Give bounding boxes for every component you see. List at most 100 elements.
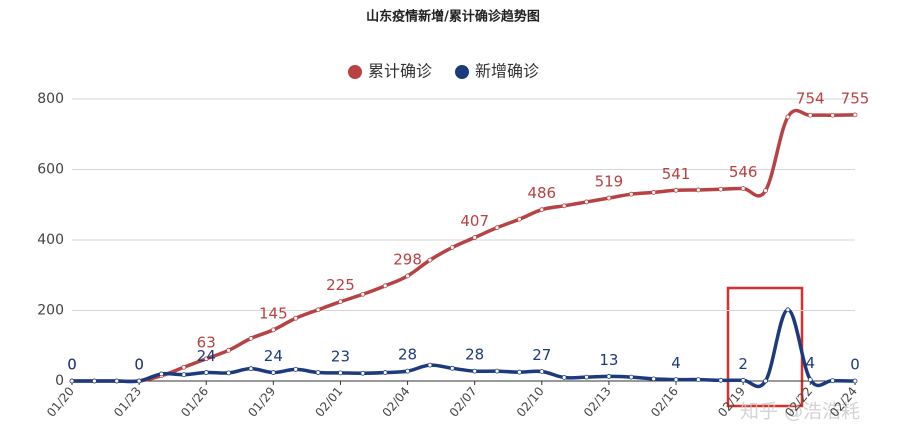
point — [427, 257, 433, 263]
value-label: 0 — [134, 356, 144, 374]
x-tick-label: 02/04 — [380, 384, 413, 419]
x-tick-label: 01/20 — [44, 384, 77, 419]
point — [338, 370, 343, 376]
point — [606, 374, 612, 379]
value-label: 23 — [331, 347, 350, 365]
series-line — [72, 308, 856, 389]
point — [159, 371, 164, 377]
value-label: 754 — [796, 90, 825, 108]
series-line — [72, 108, 856, 384]
point — [91, 378, 97, 384]
legend: 累计确诊 新增确诊 — [348, 62, 539, 81]
y-tick-label: 400 — [37, 232, 64, 248]
point — [740, 377, 746, 383]
point — [651, 190, 657, 195]
point — [181, 364, 187, 370]
point — [651, 376, 657, 382]
x-tick-label: 01/26 — [178, 384, 211, 419]
point — [203, 356, 209, 362]
point — [449, 245, 455, 250]
point — [382, 283, 388, 289]
point — [852, 112, 858, 118]
point — [606, 195, 612, 201]
point — [315, 370, 321, 375]
watermark: 知乎 @浩浩耗 — [740, 401, 860, 423]
point — [114, 378, 120, 384]
point — [360, 291, 366, 297]
point — [69, 378, 75, 384]
point — [517, 216, 522, 222]
point — [852, 378, 858, 384]
point — [360, 370, 366, 376]
y-tick-label: 0 — [55, 373, 64, 389]
value-label: 4 — [805, 354, 815, 372]
point — [539, 207, 545, 213]
point — [718, 186, 724, 192]
x-tick-label: 02/10 — [514, 384, 547, 419]
value-label: 145 — [259, 304, 288, 322]
point — [427, 362, 433, 368]
point — [628, 191, 634, 197]
value-label: 0 — [134, 356, 144, 374]
value-label: 28 — [398, 346, 417, 364]
point — [248, 335, 254, 341]
point — [673, 377, 679, 382]
point — [539, 369, 545, 374]
value-label: 24 — [264, 347, 283, 365]
value-label: 63 — [197, 333, 216, 351]
point — [830, 112, 836, 118]
point — [449, 365, 455, 371]
y-tick-label: 600 — [37, 162, 64, 178]
point — [293, 366, 299, 372]
value-label: 486 — [527, 184, 556, 202]
x-tick-label: 02/07 — [447, 384, 480, 419]
point — [181, 372, 187, 378]
value-label: 225 — [326, 276, 355, 294]
point — [494, 225, 500, 231]
point — [785, 307, 791, 313]
point — [673, 187, 679, 193]
point — [382, 370, 388, 375]
x-tick-label: 02/13 — [581, 384, 614, 419]
value-label: 407 — [460, 212, 489, 230]
point — [405, 273, 410, 279]
value-label: 755 — [841, 89, 870, 107]
point — [226, 347, 232, 353]
y-tick-label: 200 — [37, 303, 64, 319]
point — [807, 377, 813, 382]
x-tick-label: 02/01 — [312, 384, 345, 419]
point — [807, 112, 813, 118]
value-label: 24 — [197, 347, 216, 365]
point — [561, 375, 567, 380]
legend-marker — [348, 65, 362, 79]
point — [561, 203, 567, 209]
point — [203, 370, 209, 375]
value-label: 28 — [465, 346, 484, 364]
point — [405, 368, 410, 374]
point — [472, 235, 478, 240]
x-tick-label: 01/23 — [111, 384, 144, 419]
value-label: 2 — [738, 355, 748, 373]
point — [136, 378, 142, 384]
point — [226, 370, 232, 376]
point — [740, 186, 746, 191]
point — [584, 199, 589, 205]
value-label: 0 — [67, 356, 77, 374]
value-label: 27 — [532, 346, 551, 364]
value-label: 519 — [595, 173, 624, 191]
point — [315, 307, 321, 313]
point — [270, 370, 276, 375]
legend-label: 新增确诊 — [475, 62, 539, 81]
x-tick-label: 01/29 — [245, 384, 278, 419]
point — [248, 366, 254, 372]
point — [293, 315, 299, 321]
point — [718, 377, 724, 383]
value-label: 298 — [393, 250, 422, 268]
point — [785, 114, 791, 120]
point — [763, 188, 768, 194]
value-label: 13 — [599, 351, 618, 369]
legend-marker — [455, 65, 470, 79]
value-label: 541 — [662, 165, 691, 183]
point — [494, 368, 500, 374]
